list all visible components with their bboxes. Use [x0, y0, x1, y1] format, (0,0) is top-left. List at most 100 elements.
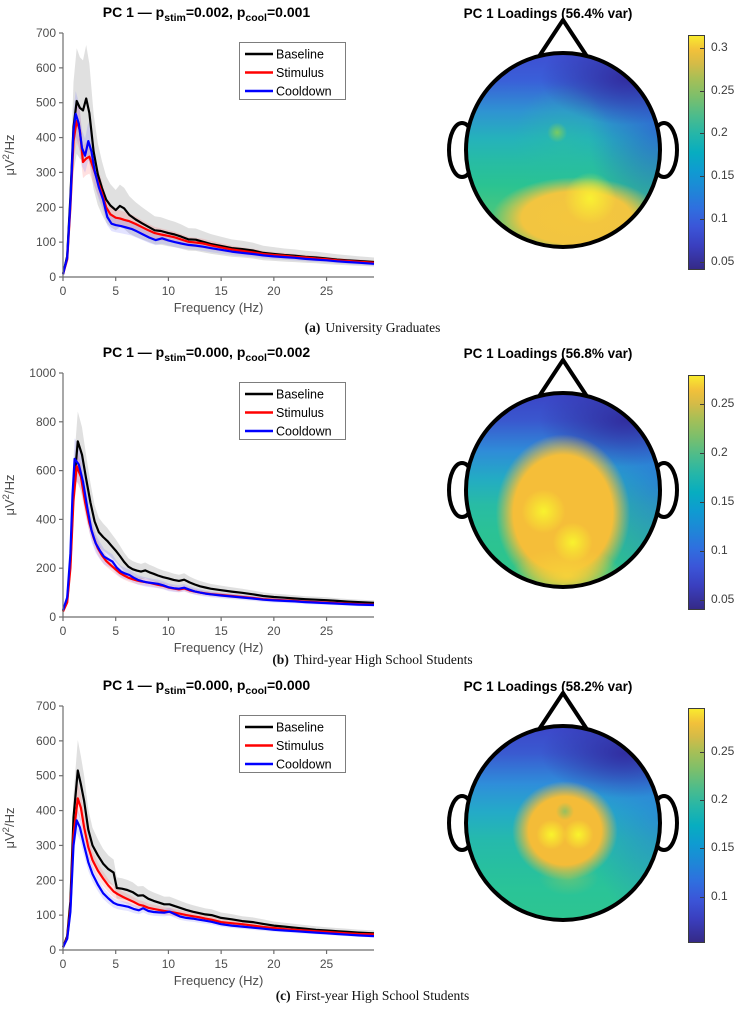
y-tick-label: 600 — [36, 464, 56, 478]
y-tick-label: 300 — [36, 165, 56, 179]
colorbar-gradient — [688, 375, 705, 610]
colorbar-b: 0.05 0.1 0.15 0.2 0.25 — [688, 375, 744, 610]
colorbar-tick — [700, 453, 704, 455]
colorbar-tick-label: 0.25 — [711, 82, 735, 97]
chart-title: PC 1 — pstim=0.000, pcool=0.000 — [103, 677, 311, 697]
y-tick-label: 0 — [49, 610, 56, 624]
colorbar-tick — [700, 90, 704, 92]
x-tick-label: 20 — [267, 284, 281, 298]
y-tick-label: 0 — [49, 270, 56, 284]
colorbar-tick — [700, 751, 704, 753]
svg-text:μV2/Hz: μV2/Hz — [1, 135, 17, 176]
colorbar-tick-label: 0.25 — [711, 396, 735, 411]
head-outline-over-a — [464, 51, 662, 249]
y-tick-label: 100 — [36, 235, 56, 249]
y-tick-label: 700 — [36, 699, 56, 713]
y-tick-label: 300 — [36, 838, 56, 852]
colorbar-tick — [700, 47, 704, 49]
colorbar-tick-label: 0.2 — [711, 791, 728, 806]
y-tick-label: 700 — [36, 26, 56, 40]
x-tick-label: 25 — [320, 284, 334, 298]
ci-band-baseline — [63, 45, 374, 275]
scalp-map-b — [466, 393, 660, 587]
legend-label-baseline: Baseline — [276, 47, 324, 61]
chart-title: PC 1 — pstim=0.002, pcool=0.001 — [103, 4, 311, 24]
y-tick-label: 400 — [36, 131, 56, 145]
x-tick-label: 10 — [162, 957, 176, 971]
head-circle — [464, 51, 662, 249]
colorbar-tick — [700, 218, 704, 220]
x-tick-label: 5 — [112, 284, 119, 298]
ci-band-cooldown — [63, 91, 374, 275]
psd-chart-a: PC 1 — pstim=0.002, pcool=0.001 μV2/Hz 0 10… — [1, 4, 375, 315]
topo-title-c: PC 1 Loadings (58.2% var) — [463, 679, 633, 694]
y-tick-label: 500 — [36, 96, 56, 110]
colorbar-gradient — [688, 35, 705, 270]
y-axis-label: μV2/Hz — [1, 475, 17, 516]
colorbar-tick-label: 0.25 — [711, 743, 735, 758]
colorbar-c: 0.1 0.15 0.2 0.25 — [688, 708, 744, 943]
x-axis-label: Frequency (Hz) — [174, 973, 264, 988]
ci-band-baseline — [63, 411, 374, 612]
x-axis-label: Frequency (Hz) — [174, 640, 264, 655]
y-tick-label: 500 — [36, 769, 56, 783]
topoplot-a: PC 1 Loadings (56.4% var) 0.05 0.1 0.15 0.2… — [378, 0, 745, 322]
legend-label-cooldown: Cooldown — [276, 84, 332, 98]
caption-a: (a) University Graduates — [304, 320, 441, 335]
y-tick-label: 200 — [36, 561, 56, 575]
svg-text:μV2/Hz: μV2/Hz — [1, 808, 17, 849]
x-tick-label: 0 — [60, 284, 67, 298]
scalp-map-c — [466, 726, 660, 920]
panel-b: PC 1 — pstim=0.000, pcool=0.002 μV2/Hz 0 20… — [0, 340, 745, 662]
psd-chart-c: PC 1 — pstim=0.000, pcool=0.000 μV2/Hz 0 10… — [1, 677, 375, 988]
x-tick-label: 5 — [112, 957, 119, 971]
colorbar-tick-label: 0.1 — [711, 210, 728, 225]
legend-label-baseline: Baseline — [276, 720, 324, 734]
series-line-cooldown — [61, 457, 375, 611]
head-outline-over-c — [464, 724, 662, 922]
y-axis-label: μV2/Hz — [1, 135, 17, 176]
panel-a: PC 1 — pstim=0.002, pcool=0.001 μV2/Hz 0 10… — [0, 0, 745, 322]
panel-c: PC 1 — pstim=0.000, pcool=0.000 μV2/Hz 0 10… — [0, 673, 745, 995]
y-tick-label: 400 — [36, 512, 56, 526]
x-tick-label: 10 — [162, 284, 176, 298]
series-line-cooldown — [61, 112, 375, 275]
series-line-cooldown — [62, 819, 375, 948]
colorbar-tick-label: 0.05 — [711, 592, 735, 607]
caption-b: (b) Third-year High School Students — [272, 652, 473, 667]
caption-c: (c) First-year High School Students — [275, 988, 470, 1003]
x-tick-label: 15 — [214, 957, 228, 971]
colorbar-tick-label: 0.15 — [711, 494, 735, 509]
colorbar-tick-label: 0.3 — [711, 39, 728, 54]
ci-band-cooldown — [63, 807, 374, 948]
colorbar-tick — [700, 261, 704, 263]
x-tick-label: 25 — [320, 624, 334, 638]
series-line-baseline — [61, 440, 375, 612]
x-tick-label: 20 — [267, 957, 281, 971]
y-tick-label: 800 — [36, 415, 56, 429]
y-tick-label: 1000 — [29, 366, 56, 380]
colorbar-tick — [700, 799, 704, 801]
colorbar-tick-label: 0.15 — [711, 168, 735, 182]
x-axis-label: Frequency (Hz) — [174, 300, 264, 315]
x-tick-label: 5 — [112, 624, 119, 638]
colorbar-tick — [700, 404, 704, 406]
colorbar-gradient — [688, 708, 705, 943]
svg-text:μV2/Hz: μV2/Hz — [1, 475, 17, 516]
colorbar-tick — [700, 896, 704, 898]
topoplot-b: PC 1 Loadings (56.8% var) 0.05 0.1 0.15 0.2… — [378, 340, 745, 662]
colorbar-tick — [700, 848, 704, 850]
colorbar-tick-label: 0.15 — [711, 840, 735, 855]
x-tick-label: 0 — [60, 624, 67, 638]
psd-chart-b: PC 1 — pstim=0.000, pcool=0.002 μV2/Hz 0 20… — [1, 344, 375, 655]
colorbar-tick — [700, 133, 704, 135]
y-tick-label: 0 — [49, 943, 56, 957]
x-tick-label: 15 — [214, 284, 228, 298]
colorbar-tick — [700, 176, 704, 177]
x-tick-label: 0 — [60, 957, 67, 971]
legend-label-stimulus: Stimulus — [276, 406, 324, 420]
legend-label-baseline: Baseline — [276, 387, 324, 401]
head-circle — [464, 391, 662, 589]
y-tick-label: 200 — [36, 873, 56, 887]
